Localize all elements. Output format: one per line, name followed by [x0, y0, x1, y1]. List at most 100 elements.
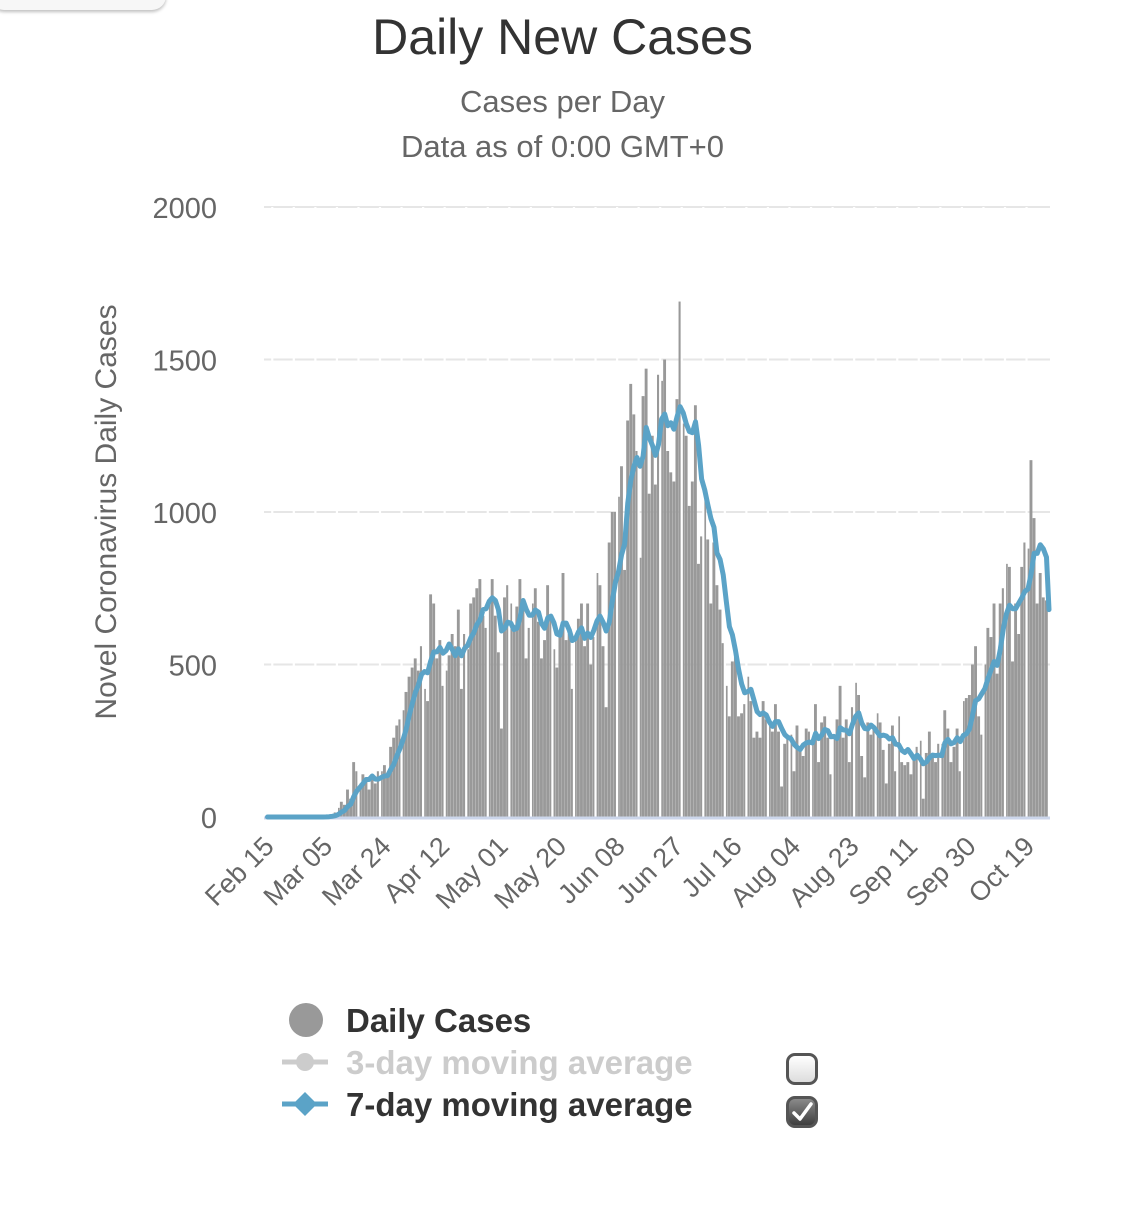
bar-daily-cases — [466, 649, 469, 817]
bar-daily-cases — [773, 704, 777, 817]
bar-daily-cases — [426, 701, 429, 817]
bar-daily-cases — [398, 719, 402, 817]
bar-daily-cases — [386, 774, 389, 817]
bar-daily-cases — [1011, 661, 1014, 817]
bar-gap — [702, 207, 705, 817]
bar-daily-cases — [943, 710, 947, 817]
bar-daily-cases — [481, 615, 485, 817]
bar-daily-cases — [447, 655, 451, 817]
bar-daily-cases — [423, 688, 426, 817]
bar-daily-cases — [875, 713, 879, 817]
bar-daily-cases — [459, 688, 463, 817]
bar-daily-cases — [373, 783, 377, 817]
bar-daily-cases — [404, 691, 408, 817]
bar-daily-cases — [878, 722, 882, 817]
bar-daily-cases — [724, 685, 728, 817]
bar-daily-cases — [989, 637, 993, 817]
bar-daily-cases — [407, 676, 411, 817]
bar-daily-cases — [761, 701, 765, 817]
bar-daily-cases — [749, 701, 753, 817]
bar-gap — [766, 207, 770, 817]
bar-daily-cases — [798, 746, 802, 817]
bar-daily-cases — [995, 673, 999, 817]
bar-daily-cases — [644, 368, 648, 817]
bar-daily-cases — [410, 667, 414, 817]
bar-daily-cases — [801, 756, 805, 817]
bar-daily-cases — [844, 719, 848, 817]
bar-daily-cases — [820, 722, 824, 817]
bar-daily-cases — [955, 728, 959, 817]
bar-daily-cases — [894, 771, 897, 817]
bar-daily-cases — [1026, 548, 1030, 817]
line-diamond-marker-icon — [282, 1092, 328, 1116]
chart-subtitle-line1: Cases per Day — [459, 84, 666, 119]
bar-daily-cases — [647, 493, 651, 817]
bar-daily-cases — [389, 746, 393, 817]
bar-daily-cases — [570, 688, 574, 817]
bar-daily-cases — [946, 728, 950, 817]
bar-daily-cases — [509, 603, 513, 817]
bar-daily-cases — [469, 603, 473, 817]
bar-gap — [982, 207, 985, 817]
bar-daily-cases — [552, 649, 556, 817]
bar-gap — [572, 207, 576, 817]
x-tick-label: Jun 27 — [611, 831, 690, 910]
bar-daily-cases — [912, 759, 916, 817]
bar-gap — [853, 207, 856, 817]
bar-daily-cases — [900, 762, 904, 817]
bar-daily-cases — [795, 725, 799, 817]
bar-daily-cases — [392, 737, 396, 817]
bar-daily-cases — [767, 725, 771, 817]
bar-daily-cases — [706, 539, 710, 817]
bar-daily-cases — [503, 597, 506, 817]
bar-daily-cases — [499, 728, 503, 817]
toggle-7day-average-checkbox[interactable] — [786, 1096, 818, 1128]
bar-daily-cases — [558, 630, 562, 817]
bar-daily-cases — [881, 749, 885, 817]
toggle-3day-average-checkbox[interactable] — [786, 1053, 818, 1085]
bar-daily-cases — [755, 731, 759, 817]
bar-daily-cases — [1029, 460, 1033, 817]
y-axis-ticks: 0 500 1000 1500 2000 — [152, 193, 217, 835]
bar-daily-cases — [395, 725, 399, 817]
bar-daily-cases — [777, 731, 780, 817]
bar-daily-cases — [564, 640, 568, 817]
bar-daily-cases — [376, 771, 380, 817]
bar-daily-cases — [367, 789, 371, 817]
bar-daily-cases — [786, 737, 790, 817]
bar-daily-cases — [949, 762, 953, 817]
bar-daily-cases — [967, 695, 971, 817]
bar-daily-cases — [709, 603, 713, 817]
bar-daily-cases — [632, 414, 636, 817]
bar-daily-cases — [607, 542, 611, 817]
bar-daily-cases — [604, 707, 608, 817]
bar-gap — [874, 207, 877, 817]
bar-daily-cases — [860, 756, 864, 817]
checkmark-icon — [792, 1102, 813, 1121]
bar-daily-cases — [1041, 597, 1045, 817]
bar-daily-cases — [518, 579, 522, 817]
bar-series-daily-cases — [271, 207, 1048, 817]
bar-daily-cases — [752, 737, 756, 817]
bar-daily-cases — [456, 609, 460, 817]
bar-daily-cases — [419, 646, 423, 817]
bar-gap — [271, 207, 274, 817]
bar-daily-cases — [854, 682, 857, 817]
bar-daily-cases — [586, 603, 590, 817]
bar-gap — [400, 207, 403, 817]
bar-daily-cases — [512, 624, 516, 817]
bar-daily-cases — [346, 789, 349, 817]
bar-daily-cases — [598, 585, 602, 817]
bar-gap — [896, 207, 899, 817]
bar-daily-cases — [666, 451, 670, 817]
bar-daily-cases — [339, 801, 343, 817]
bar-daily-cases — [496, 652, 500, 817]
bar-daily-cases — [1038, 573, 1042, 817]
bar-gap — [939, 207, 942, 817]
bar-daily-cases — [921, 798, 925, 817]
bar-daily-cases — [429, 594, 433, 817]
bar-daily-cases — [657, 374, 660, 817]
bar-daily-cases — [635, 451, 639, 817]
daily-cases-chart: 0 500 1000 1500 2000 Novel Coronavirus Daily… — [90, 193, 1052, 915]
legend-label-daily-cases: Daily Cases — [346, 1002, 532, 1039]
